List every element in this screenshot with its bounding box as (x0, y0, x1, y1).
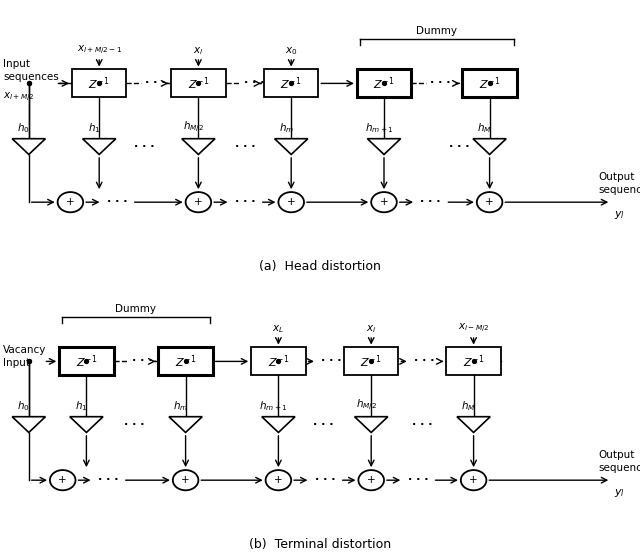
Polygon shape (355, 416, 388, 433)
Text: +: + (380, 197, 388, 207)
Text: · · ·: · · · (134, 142, 154, 152)
Text: sequences: sequences (3, 72, 59, 82)
Text: +: + (485, 197, 494, 207)
Text: $Z^{-1}$: $Z^{-1}$ (360, 353, 382, 370)
Text: Dummy: Dummy (416, 26, 458, 36)
Text: · · ·: · · · (235, 142, 255, 152)
Polygon shape (169, 416, 202, 433)
Polygon shape (70, 416, 103, 433)
Text: · · ·: · · · (414, 356, 435, 366)
Text: Output: Output (598, 450, 635, 460)
Text: $h_0$: $h_0$ (17, 121, 30, 135)
Bar (72, 70, 127, 97)
Polygon shape (262, 416, 295, 433)
Text: · · ·: · · · (430, 78, 451, 88)
Text: $Z^{-1}$: $Z^{-1}$ (373, 75, 395, 92)
Text: $Z^{-1}$: $Z^{-1}$ (280, 75, 302, 92)
Text: +: + (367, 475, 376, 485)
Text: $h_1$: $h_1$ (75, 399, 88, 413)
Text: $x_l$: $x_l$ (193, 46, 204, 57)
Text: $h_{m+1}$: $h_{m+1}$ (365, 121, 393, 135)
Text: · · ·: · · · (235, 197, 255, 207)
Polygon shape (182, 138, 215, 155)
Bar (172, 70, 226, 97)
Polygon shape (275, 138, 308, 155)
Text: · · ·: · · · (321, 356, 342, 366)
Text: · · ·: · · · (145, 78, 166, 88)
Text: · · ·: · · · (315, 475, 335, 485)
Bar (357, 70, 412, 97)
Text: Input: Input (3, 59, 30, 69)
Text: · · ·: · · · (107, 197, 127, 207)
Text: $Z^{-1}$: $Z^{-1}$ (88, 75, 110, 92)
Text: $x_{i-M/2}$: $x_{i-M/2}$ (458, 322, 490, 335)
Text: · · ·: · · · (449, 142, 470, 152)
Text: · · ·: · · · (98, 475, 118, 485)
Text: +: + (274, 475, 283, 485)
Text: +: + (194, 197, 203, 207)
Bar (60, 348, 114, 375)
Text: (a)  Head distortion: (a) Head distortion (259, 260, 381, 274)
Text: $h_m$: $h_m$ (278, 121, 294, 135)
Text: +: + (58, 475, 67, 485)
Bar (264, 70, 319, 97)
Text: $Z^{-1}$: $Z^{-1}$ (463, 353, 484, 370)
Text: $x_L$: $x_L$ (273, 324, 284, 335)
Text: +: + (469, 475, 478, 485)
Text: $h_{M/2}$: $h_{M/2}$ (356, 398, 376, 413)
Text: Output: Output (598, 172, 635, 182)
Polygon shape (473, 138, 506, 155)
Text: sequences: sequences (598, 463, 640, 473)
Bar (447, 348, 501, 375)
Text: +: + (181, 475, 190, 485)
Text: · · ·: · · · (420, 197, 441, 207)
Text: · · ·: · · · (412, 420, 433, 430)
Text: · · ·: · · · (313, 420, 333, 430)
Text: Dummy: Dummy (115, 304, 157, 314)
Text: $y_l$: $y_l$ (614, 487, 625, 499)
Text: $h_1$: $h_1$ (88, 121, 100, 135)
Text: Input: Input (3, 358, 29, 368)
Text: $Z^{-1}$: $Z^{-1}$ (268, 353, 289, 370)
Bar (463, 70, 517, 97)
Text: $h_{M/2}$: $h_{M/2}$ (183, 120, 204, 135)
Text: $x_{l+M/2}$: $x_{l+M/2}$ (3, 91, 35, 104)
Text: $Z^{-1}$: $Z^{-1}$ (188, 75, 209, 92)
Text: · · ·: · · · (132, 356, 153, 366)
Text: · · ·: · · · (244, 78, 265, 88)
Text: +: + (287, 197, 296, 207)
Text: $h_{m+1}$: $h_{m+1}$ (259, 399, 287, 413)
Text: Vacancy: Vacancy (3, 345, 46, 355)
Polygon shape (457, 416, 490, 433)
Text: · · ·: · · · (124, 420, 145, 430)
Polygon shape (367, 138, 401, 155)
Text: (b)  Terminal distortion: (b) Terminal distortion (249, 538, 391, 552)
Polygon shape (12, 416, 45, 433)
Text: $x_i$: $x_i$ (366, 324, 376, 335)
Text: sequences: sequences (598, 185, 640, 195)
Text: $h_M$: $h_M$ (477, 121, 492, 135)
Text: $h_M$: $h_M$ (461, 399, 476, 413)
Text: $y_l$: $y_l$ (614, 209, 625, 221)
Text: $Z^{-1}$: $Z^{-1}$ (76, 353, 97, 370)
Text: · · ·: · · · (408, 475, 428, 485)
Bar (159, 348, 212, 375)
Text: +: + (66, 197, 75, 207)
Bar (344, 348, 398, 375)
Text: $Z^{-1}$: $Z^{-1}$ (175, 353, 196, 370)
Text: $x_0$: $x_0$ (285, 46, 298, 57)
Text: $h_m$: $h_m$ (173, 399, 188, 413)
Polygon shape (12, 138, 45, 155)
Bar (251, 348, 306, 375)
Text: $x_{l+M/2-1}$: $x_{l+M/2-1}$ (77, 44, 122, 57)
Text: $Z^{-1}$: $Z^{-1}$ (479, 75, 500, 92)
Polygon shape (83, 138, 116, 155)
Text: $h_0$: $h_0$ (17, 399, 30, 413)
